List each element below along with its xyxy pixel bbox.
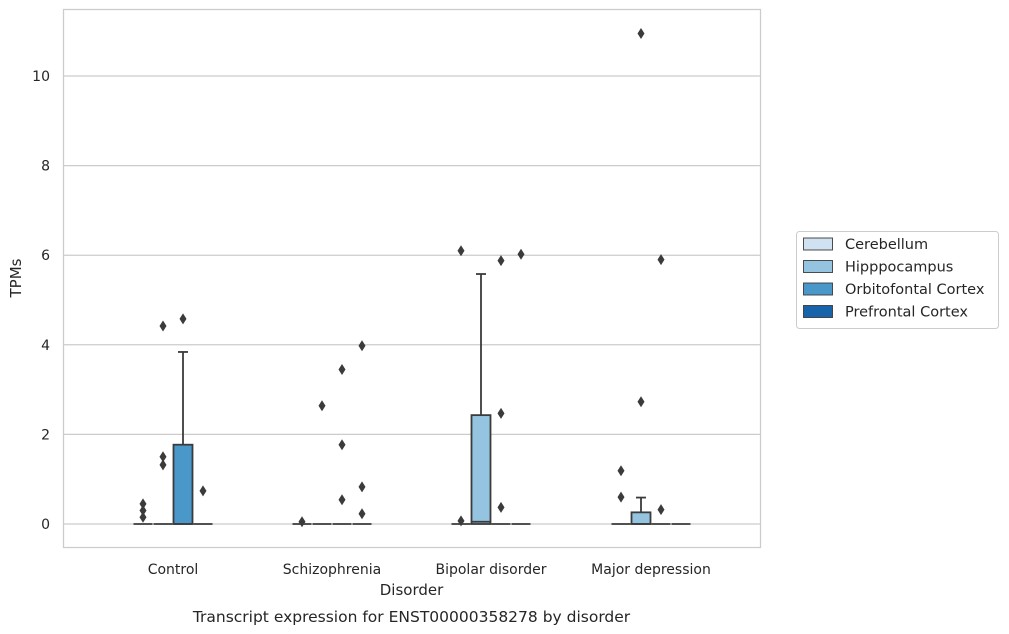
outlier-point [159, 320, 167, 332]
x-axis-label: Disorder [380, 581, 444, 599]
outlier-point [338, 494, 346, 506]
outlier-point [637, 396, 645, 408]
box-body [172, 443, 194, 525]
legend-label: Cerebellum [845, 237, 928, 253]
box-3-1 [630, 496, 652, 525]
outlier-point [517, 248, 525, 260]
outlier-point [179, 313, 187, 325]
box-2-1 [470, 273, 492, 525]
outlier-point [497, 255, 505, 267]
y-axis-label: TPMs [7, 258, 25, 298]
x-tick-label: Major depression [591, 562, 711, 578]
outlier-point [139, 511, 147, 523]
chart-caption: Transcript expression for ENST0000035827… [192, 608, 631, 626]
outlier-point [338, 439, 346, 451]
outlier-point [358, 508, 366, 520]
legend-swatch [803, 237, 833, 251]
outlier-point [617, 465, 625, 477]
outlier-point [159, 451, 167, 463]
outlier-point [497, 407, 505, 419]
box-0-2 [172, 351, 194, 525]
x-tick-label: Control [148, 562, 199, 578]
y-tick-label: 6 [41, 248, 50, 264]
outlier-point [657, 504, 665, 516]
outlier-point [358, 481, 366, 493]
y-tick-label: 8 [41, 159, 50, 175]
x-tick-label: Schizophrenia [283, 562, 381, 578]
legend-swatch [803, 282, 833, 296]
outlier-point [139, 498, 147, 510]
legend-label: Hipppocampus [845, 260, 953, 276]
outlier-point [139, 505, 147, 517]
outlier-point [159, 459, 167, 471]
outlier-point [497, 501, 505, 513]
y-tick-label: 0 [41, 517, 50, 533]
legend-label: Prefrontal Cortex [845, 305, 968, 321]
outlier-point [457, 515, 465, 527]
legend-swatch [803, 260, 833, 273]
x-tick-labels: Control Schizophrenia Bipolar disorder Majo… [148, 562, 711, 578]
legend-swatch [803, 305, 833, 318]
legend-label: Orbitofontal Cortex [845, 282, 985, 298]
outlier-point [617, 491, 625, 503]
outlier-point [298, 516, 306, 528]
outliers [139, 27, 665, 528]
boxes [133, 273, 691, 525]
outlier-point [657, 254, 665, 266]
outlier-point [358, 340, 366, 352]
y-tick-label: 2 [41, 427, 50, 443]
outlier-point [637, 27, 645, 39]
outlier-point [457, 245, 465, 257]
outlier-point [338, 363, 346, 375]
box-body [470, 414, 492, 525]
plot-area-frame [62, 8, 762, 549]
legend: Cerebellum Hipppocampus Orbitofontal Corte… [796, 231, 999, 329]
y-tick-labels: 0 2 4 6 8 10 [32, 69, 50, 533]
x-tick-label: Bipolar disorder [435, 562, 546, 578]
legend-items: Cerebellum Hipppocampus Orbitofontal Corte… [803, 237, 985, 321]
outlier-point [318, 400, 326, 412]
legend-frame [796, 231, 999, 329]
outlier-point [199, 485, 207, 497]
box-body [630, 511, 652, 525]
y-tick-label: 4 [41, 338, 50, 354]
y-tick-label: 10 [32, 69, 50, 85]
